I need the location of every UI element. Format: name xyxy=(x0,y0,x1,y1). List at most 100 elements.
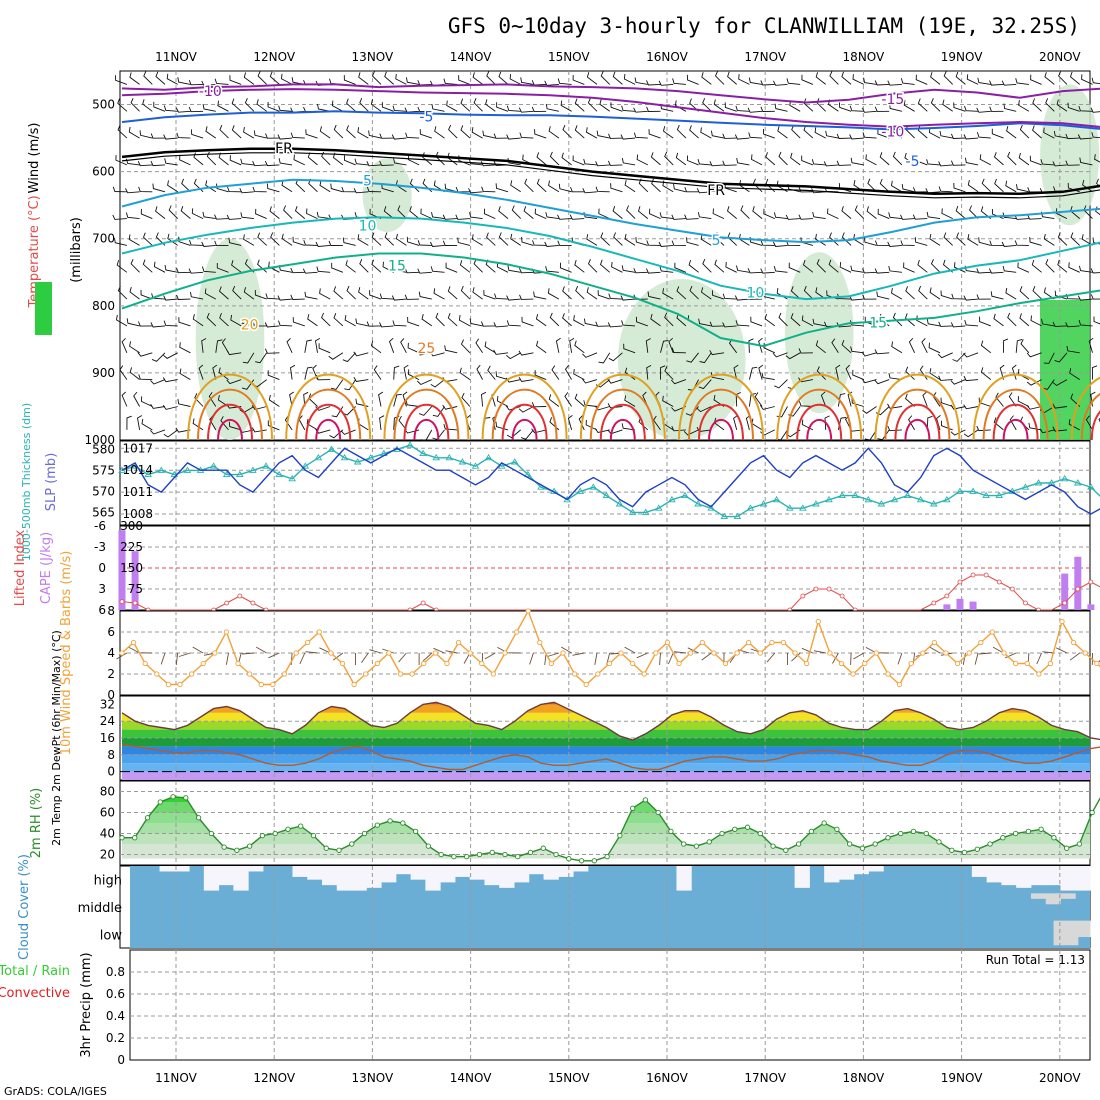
wind-barb xyxy=(943,71,954,85)
wind-barb xyxy=(791,124,801,139)
warm-isotherm xyxy=(1002,419,1029,441)
wind-barb xyxy=(243,234,255,246)
wind-barb xyxy=(953,182,966,193)
wind10m-barb xyxy=(422,652,433,662)
thickness-line-point xyxy=(262,462,270,469)
wind10m-line-point xyxy=(734,650,740,656)
wind-barb xyxy=(838,102,852,112)
wind10m-line-point xyxy=(827,650,833,656)
isotherm--5 xyxy=(121,110,1100,131)
wind-barb xyxy=(112,214,127,220)
thickness-line-point xyxy=(1060,474,1069,482)
wind-barb xyxy=(137,321,153,327)
wind-barb xyxy=(545,103,559,112)
wind-barb xyxy=(243,287,255,300)
wind-barb xyxy=(265,293,280,300)
wind-barb xyxy=(574,393,585,407)
rh2m-line-point xyxy=(757,830,763,837)
lifted-point xyxy=(813,586,819,592)
warm-isotherm xyxy=(904,419,931,441)
wind-barb xyxy=(798,400,813,407)
wind-barb xyxy=(353,376,369,382)
wind-barb xyxy=(510,233,521,246)
wind10m-line-point xyxy=(606,660,613,667)
wind-barb xyxy=(278,158,293,166)
wind-barb xyxy=(181,178,191,193)
wind-barb xyxy=(659,212,674,220)
wind-barb xyxy=(981,178,992,193)
wind-barb xyxy=(257,232,268,246)
wind10m-line-point xyxy=(664,639,671,646)
precip-tick-label: 0.6 xyxy=(106,987,125,1001)
wind-barb xyxy=(557,240,572,246)
wind-barb xyxy=(341,186,356,193)
wind-barb xyxy=(1090,294,1100,300)
wind-barb xyxy=(650,152,661,166)
wind-barb xyxy=(621,423,636,431)
wind-barb xyxy=(252,321,267,327)
wind-barb xyxy=(519,294,534,300)
wind-barb xyxy=(483,208,496,220)
wind-barb xyxy=(790,286,801,300)
wind-barb xyxy=(278,105,293,112)
warm-isotherm xyxy=(776,373,863,441)
wind-barb xyxy=(407,154,420,166)
wind-barb xyxy=(980,367,992,380)
wind-barb xyxy=(459,260,471,273)
wind-barb xyxy=(153,101,166,112)
wind10m-barb xyxy=(398,652,407,663)
wind-barb xyxy=(304,339,312,353)
wind10m-line-point xyxy=(780,639,787,646)
cloud-cell xyxy=(366,866,382,888)
wind-barb xyxy=(459,367,471,380)
wind-barb xyxy=(316,211,331,220)
wind-barb xyxy=(621,105,636,112)
wind-barb xyxy=(484,341,496,354)
wind-barb xyxy=(1002,338,1009,353)
wind10m-line-point xyxy=(188,671,195,677)
wind-barb xyxy=(293,154,305,166)
wind-barb xyxy=(850,346,864,354)
wind-barb xyxy=(676,286,687,300)
rh2m-tick-label: 80 xyxy=(100,785,115,799)
wind-barb xyxy=(748,366,758,380)
wind-barb xyxy=(534,208,547,220)
rh2m-panel: 20 40 60 80 2m RH (%) xyxy=(29,780,1100,866)
wind-barb xyxy=(289,391,295,407)
wind-barb xyxy=(879,152,890,166)
wind-barb xyxy=(671,240,686,246)
wind10m-barb xyxy=(667,652,674,665)
wind10m-line-point xyxy=(316,629,322,635)
thickness-line-point xyxy=(720,512,729,520)
warm-isotherm xyxy=(806,419,833,441)
wind-barb xyxy=(150,322,166,328)
wind10m-line-point xyxy=(293,650,299,656)
rh2m-line-point xyxy=(642,797,649,803)
wind-barb xyxy=(966,74,979,85)
wind-barb xyxy=(493,322,509,328)
wind-barb xyxy=(342,352,356,363)
top-date-label: 17NOV xyxy=(744,50,786,64)
wind-barb xyxy=(495,371,509,381)
wind-barb xyxy=(1040,159,1055,166)
wind-barb xyxy=(128,126,140,139)
lifted-point xyxy=(119,599,125,604)
wind-barb xyxy=(599,259,610,273)
wind10m-line-point xyxy=(223,629,230,635)
wind-barb xyxy=(827,208,839,220)
thickness-line-point xyxy=(288,474,296,482)
cloud-cell xyxy=(159,866,175,872)
cloud-cell xyxy=(1030,866,1047,886)
wind-barb xyxy=(198,364,204,380)
millibars-label: (millibars) xyxy=(69,217,84,283)
wind10m-line-point xyxy=(502,650,508,656)
wind-barb xyxy=(941,208,953,220)
wind-barb xyxy=(583,318,598,327)
wind-barb xyxy=(355,318,369,327)
wind-barb xyxy=(709,350,725,356)
wind-barb xyxy=(929,233,941,246)
wind-barb xyxy=(760,80,775,86)
wind-barb xyxy=(227,186,242,193)
